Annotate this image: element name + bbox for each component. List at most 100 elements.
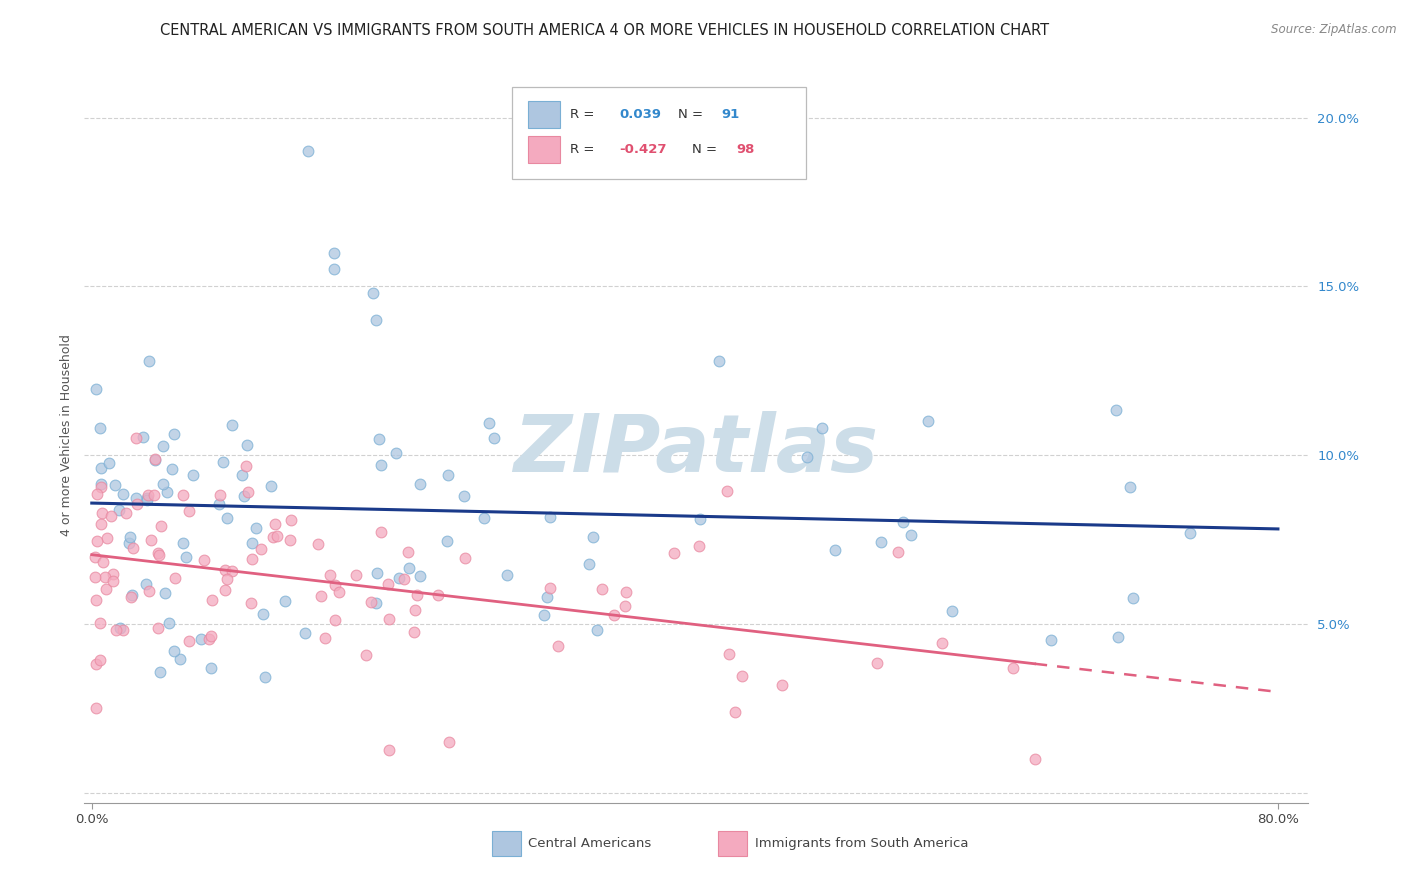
Point (231, 467, 253, 482)
Text: N =: N = (692, 143, 717, 156)
Point (260, 479, 283, 493)
Point (1119, 480, 1142, 494)
Point (402, 624, 425, 639)
FancyBboxPatch shape (513, 87, 806, 178)
Point (891, 515, 914, 529)
Point (217, 572, 239, 586)
Point (578, 558, 600, 572)
Point (318, 568, 340, 582)
Point (796, 450, 818, 464)
Point (377, 577, 399, 591)
Point (110, 621, 132, 635)
Point (582, 530, 605, 544)
Point (614, 585, 637, 599)
Point (122, 541, 145, 556)
Point (132, 430, 155, 444)
Point (533, 607, 555, 622)
Point (97, 456, 120, 470)
Point (716, 483, 738, 498)
Point (454, 550, 477, 565)
Point (214, 582, 236, 597)
Point (90, 506, 112, 520)
Point (165, 571, 187, 585)
Point (361, 286, 384, 301)
Point (114, 506, 136, 520)
Point (86, 534, 108, 549)
Point (366, 596, 388, 610)
Point (200, 630, 222, 644)
Point (262, 530, 284, 544)
Point (200, 661, 222, 675)
Point (118, 536, 141, 550)
Point (135, 492, 157, 507)
Point (263, 516, 285, 531)
Point (235, 459, 257, 474)
Point (254, 670, 277, 684)
Point (384, 446, 406, 460)
Point (453, 489, 475, 503)
Point (90, 479, 112, 493)
Point (941, 604, 963, 618)
Point (603, 607, 626, 622)
Point (307, 537, 329, 551)
Point (100, 508, 122, 523)
Text: ZIPatlas: ZIPatlas (513, 410, 879, 489)
Point (328, 584, 350, 599)
Point (1002, 661, 1025, 675)
Point (160, 462, 183, 476)
Point (344, 567, 367, 582)
Point (149, 519, 172, 533)
Point (366, 313, 388, 327)
Point (84, 593, 107, 607)
Point (370, 458, 392, 473)
Point (233, 490, 256, 504)
Point (378, 612, 401, 626)
Point (484, 431, 506, 445)
Point (236, 438, 259, 452)
Point (870, 535, 893, 549)
Point (112, 624, 135, 638)
Point (169, 652, 191, 666)
Point (931, 636, 953, 650)
Point (177, 633, 200, 648)
Point (392, 572, 415, 586)
Point (153, 586, 176, 600)
Point (215, 511, 238, 525)
Point (323, 578, 346, 592)
Point (724, 705, 747, 719)
Point (149, 665, 172, 680)
Point (84, 701, 107, 715)
Point (146, 545, 169, 559)
Point (135, 577, 157, 591)
Point (707, 354, 730, 368)
Point (148, 549, 170, 563)
Point (1178, 525, 1201, 540)
Point (101, 566, 124, 581)
Point (104, 478, 127, 492)
Point (398, 561, 420, 575)
Point (138, 583, 160, 598)
Point (201, 592, 224, 607)
Point (309, 589, 332, 603)
Point (370, 525, 392, 540)
Point (108, 503, 131, 517)
Point (770, 678, 793, 692)
Point (297, 145, 319, 159)
Point (157, 616, 180, 631)
Point (139, 533, 162, 547)
Point (96, 531, 118, 545)
Point (89, 421, 111, 435)
Text: Immigrants from South America: Immigrants from South America (755, 837, 969, 850)
Point (614, 599, 637, 613)
Point (688, 539, 710, 553)
Point (585, 623, 607, 637)
Point (294, 626, 316, 640)
Text: R =: R = (569, 108, 595, 121)
Point (436, 467, 458, 482)
Point (89, 615, 111, 630)
FancyBboxPatch shape (529, 136, 560, 162)
Point (436, 533, 458, 548)
Point (409, 569, 432, 583)
Point (90, 476, 112, 491)
Text: N =: N = (678, 108, 703, 121)
